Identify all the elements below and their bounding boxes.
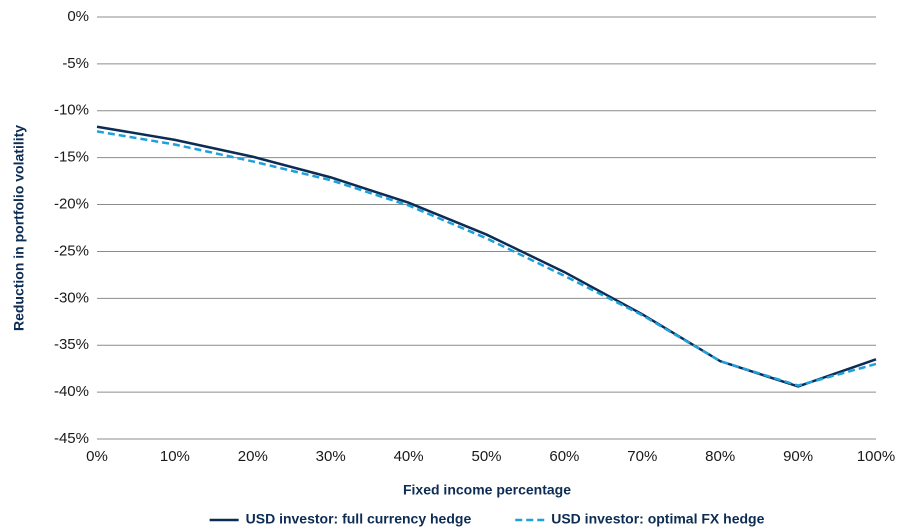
x-tick-label: 50%	[471, 448, 501, 465]
y-tick-label: -35%	[54, 336, 89, 353]
series-line	[96, 130, 877, 387]
x-axis-title: Fixed income percentage	[403, 482, 571, 498]
x-tick-label: 80%	[705, 448, 735, 465]
x-tick-label: 20%	[238, 448, 268, 465]
y-tick-label: -15%	[54, 149, 89, 166]
y-tick-label: -5%	[62, 55, 89, 72]
y-tick-label: -30%	[54, 289, 89, 306]
y-tick-label: 0%	[67, 8, 89, 25]
y-tick-label: -25%	[54, 242, 89, 259]
y-axis-title: Reduction in portfolio volatility	[11, 125, 27, 331]
series-line	[96, 125, 877, 388]
y-tick-label: -45%	[54, 430, 89, 447]
x-tick-label: 0%	[86, 448, 108, 465]
x-tick-label: 70%	[627, 448, 657, 465]
x-tick-label: 10%	[160, 448, 190, 465]
legend-label: USD investor: full currency hedge	[246, 511, 472, 527]
x-tick-label: 30%	[316, 448, 346, 465]
legend-label: USD investor: optimal FX hedge	[551, 511, 764, 527]
x-tick-label: 60%	[549, 448, 579, 465]
y-tick-label: -20%	[54, 196, 89, 213]
y-tick-label: -40%	[54, 383, 89, 400]
y-tick-label: -10%	[54, 102, 89, 119]
x-tick-label: 40%	[394, 448, 424, 465]
x-tick-label: 100%	[857, 448, 895, 465]
x-tick-label: 90%	[783, 448, 813, 465]
